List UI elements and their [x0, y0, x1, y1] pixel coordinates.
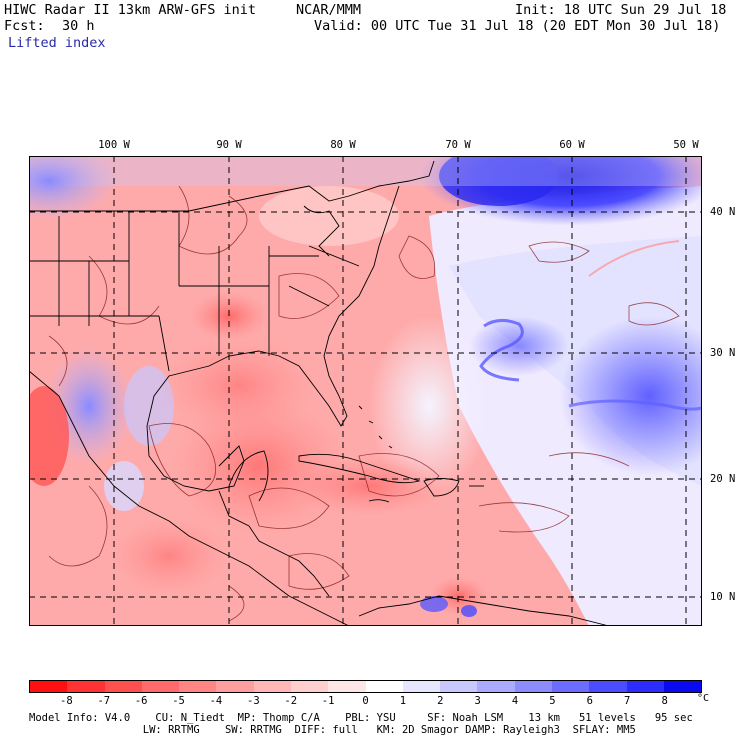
colorbar-tick-label: -5 — [172, 695, 185, 707]
colorbar-swatch — [402, 681, 441, 692]
political-boundaries — [29, 160, 610, 626]
colorbar-swatch — [179, 681, 217, 692]
northwest-blue — [29, 156, 119, 221]
colorbar-swatch — [216, 681, 254, 692]
contour-lines — [48, 185, 680, 622]
colorbar-swatch — [67, 681, 105, 692]
colorbar-swatch — [589, 681, 627, 692]
lat-label-20n: 20 N — [710, 473, 736, 485]
colorbar-swatch — [104, 681, 142, 692]
colorbar-swatch — [551, 681, 590, 692]
colorbar-tick-label: 8 — [661, 695, 668, 707]
colorbar-swatch — [477, 681, 515, 692]
field-name: Lifted index — [8, 35, 106, 51]
model-info-line2: LW: RRTMG SW: RRTMG DIFF: full KM: 2D Sm… — [29, 724, 636, 736]
map-frame — [29, 156, 702, 626]
valid-time: Valid: 00 UTC Tue 31 Jul 18 (20 EDT Mon … — [314, 18, 721, 34]
colorbar-tick-label: 1 — [399, 695, 407, 707]
colorbar-tick-label: 2 — [437, 695, 444, 707]
colorbar-swatch — [365, 681, 403, 692]
colorbar-tick-label: -7 — [97, 695, 111, 707]
colorbar-tick-label: -8 — [60, 695, 73, 707]
colorbar-tick-label: -1 — [321, 695, 335, 707]
colorbar-tick-label: -6 — [134, 695, 148, 707]
lat-label-40n: 40 N — [710, 206, 736, 218]
colorbar — [29, 680, 702, 693]
colorbar-swatch — [30, 681, 68, 692]
colorbar-swatch — [626, 681, 664, 692]
forecast-hour: 30 h — [62, 18, 95, 34]
lat-lon-grid — [29, 156, 702, 626]
colorbar-tick-label: 7 — [624, 695, 631, 707]
colorbar-tick-label: -4 — [209, 695, 223, 707]
agency-label: NCAR/MMM — [296, 2, 362, 18]
colorbar-swatch — [663, 681, 702, 692]
lifted-index-map — [29, 156, 702, 626]
lon-label-60w: 60 W — [559, 139, 585, 151]
lon-label-90w: 90 W — [216, 139, 242, 151]
colorbar-swatch — [328, 681, 366, 692]
colorbar-swatch — [514, 681, 552, 692]
colorbar-tick-label: 4 — [511, 695, 519, 707]
colorbar-tick-label: -3 — [247, 695, 260, 707]
forecast-label: Fcst: — [4, 18, 45, 34]
colorbar-tick-label: 0 — [362, 695, 369, 707]
lon-label-100w: 100 W — [98, 139, 130, 151]
colorbar-tick-label: 5 — [549, 695, 556, 707]
pacific-coast-red — [29, 386, 69, 486]
lon-label-50w: 50 W — [673, 139, 699, 151]
lon-label-70w: 70 W — [445, 139, 471, 151]
atlantic-stable-blue — [559, 316, 702, 476]
model-info-line1: Model Info: V4.0 CU: N_Tiedt MP: Thomp C… — [29, 712, 693, 724]
colorbar-tick-label: 3 — [474, 695, 481, 707]
init-time: Init: 18 UTC Sun 29 Jul 18 — [515, 2, 727, 18]
colorbar-tick-label: -2 — [284, 695, 298, 707]
colorbar-tick-label: 6 — [586, 695, 593, 707]
lat-label-10n: 10 N — [710, 591, 736, 603]
lon-label-80w: 80 W — [330, 139, 356, 151]
colorbar-swatch — [253, 681, 291, 692]
colorbar-swatch — [290, 681, 329, 692]
colorbar-unit: °C — [697, 693, 710, 704]
lat-label-30n: 30 N — [710, 347, 736, 359]
model-title: HIWC Radar II 13km ARW-GFS init — [4, 2, 256, 18]
colorbar-swatch — [440, 681, 478, 692]
colorbar-swatch — [141, 681, 180, 692]
